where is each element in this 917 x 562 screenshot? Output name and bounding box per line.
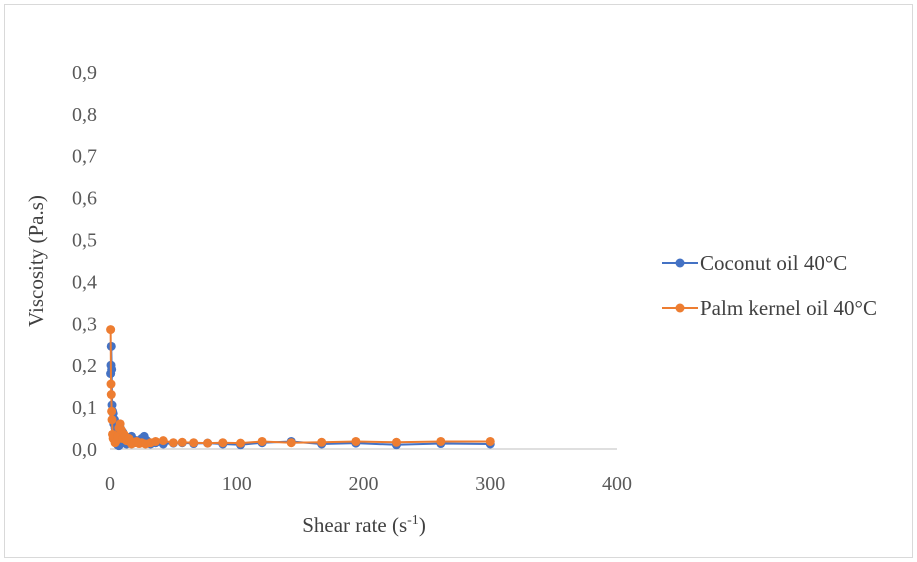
data-point bbox=[218, 438, 228, 448]
x-axis-title-superscript: -1 bbox=[407, 513, 419, 528]
y-tick-label: 0,0 bbox=[72, 439, 97, 461]
series-2 bbox=[106, 325, 495, 449]
data-point bbox=[286, 438, 296, 448]
y-tick-label: 0,6 bbox=[72, 188, 97, 210]
data-point bbox=[158, 436, 168, 446]
y-tick-label: 0,8 bbox=[72, 104, 97, 126]
y-tick-label: 0,1 bbox=[72, 397, 97, 419]
legend-item: Palm kernel oil 40°C bbox=[662, 296, 877, 320]
legend-dot-marker bbox=[675, 303, 685, 313]
y-tick-label: 0,3 bbox=[72, 313, 97, 335]
x-axis-title: Shear rate (s-1) bbox=[302, 513, 426, 537]
y-axis-ticks: 0,0 0,1 0,2 0,3 0,4 0,5 0,6 0,7 0,8 0,9 bbox=[72, 62, 97, 461]
legend-label: Coconut oil 40°C bbox=[700, 251, 847, 275]
data-point bbox=[203, 438, 213, 448]
data-point bbox=[485, 436, 495, 446]
data-point bbox=[107, 406, 117, 416]
data-point bbox=[391, 437, 401, 447]
y-tick-label: 0,5 bbox=[72, 230, 97, 252]
chart-frame bbox=[4, 4, 913, 558]
y-tick-label: 0,9 bbox=[72, 62, 97, 84]
x-tick-label: 300 bbox=[475, 473, 505, 495]
series-1 bbox=[106, 341, 495, 451]
data-point bbox=[107, 415, 117, 425]
data-point bbox=[317, 437, 327, 447]
legend: Coconut oil 40°C Palm kernel oil 40°C bbox=[662, 251, 877, 320]
series-line bbox=[109, 329, 491, 446]
x-axis-title-main: Shear rate (s bbox=[302, 513, 407, 537]
data-point bbox=[151, 436, 161, 446]
data-point bbox=[168, 438, 178, 448]
x-tick-label: 400 bbox=[602, 473, 632, 495]
data-point bbox=[106, 325, 116, 335]
legend-label: Palm kernel oil 40°C bbox=[700, 296, 877, 320]
x-axis-ticks: 0 100 200 300 400 bbox=[105, 473, 632, 495]
data-point bbox=[106, 379, 116, 389]
data-point bbox=[436, 436, 446, 446]
series-line bbox=[109, 346, 491, 448]
y-tick-label: 0,4 bbox=[72, 271, 97, 293]
y-tick-label: 0,2 bbox=[72, 355, 97, 377]
legend-item: Coconut oil 40°C bbox=[662, 251, 847, 275]
data-point bbox=[351, 436, 361, 446]
plot-series bbox=[106, 325, 495, 451]
y-axis-title: Viscosity (Pa.s) bbox=[24, 195, 48, 327]
y-tick-label: 0,7 bbox=[72, 146, 97, 168]
data-point bbox=[236, 438, 246, 448]
x-tick-label: 200 bbox=[349, 473, 379, 495]
x-axis-title-close: ) bbox=[419, 513, 426, 537]
legend-dot-marker bbox=[675, 258, 685, 268]
data-point bbox=[177, 437, 187, 447]
x-tick-label: 0 bbox=[105, 473, 115, 495]
x-tick-label: 100 bbox=[222, 473, 252, 495]
data-point bbox=[257, 436, 267, 446]
data-point bbox=[106, 390, 116, 400]
data-point bbox=[189, 438, 199, 448]
